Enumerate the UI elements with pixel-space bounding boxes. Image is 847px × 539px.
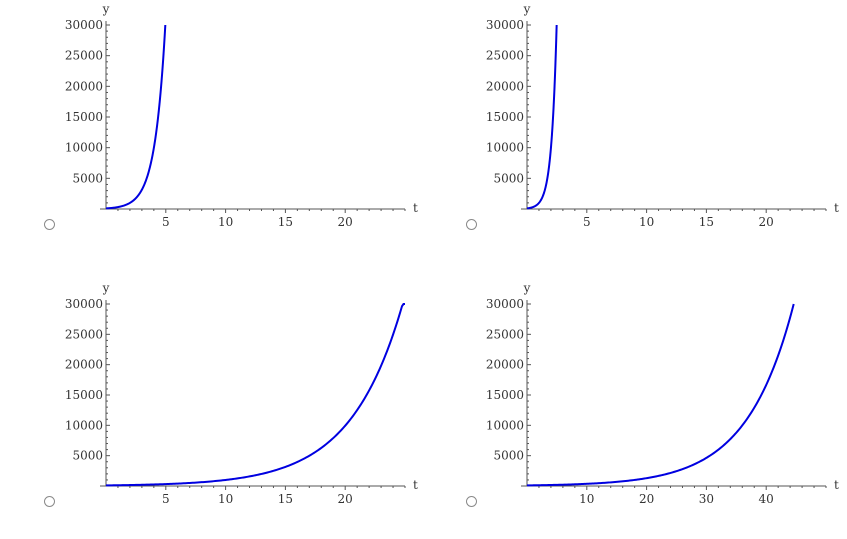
y-tick-label: 10000: [486, 418, 524, 432]
chart-4: 10 20 30 40 5000 10000 15000 20000 25000 30000 t y: [486, 281, 839, 506]
y-axis-title: y: [523, 2, 531, 16]
y-tick-label: 20000: [486, 358, 524, 372]
y-tick-label: 15000: [486, 388, 524, 402]
y-tick-label: 25000: [65, 327, 103, 341]
y-axis-title: y: [102, 2, 110, 16]
y-tick-label: 5000: [72, 449, 103, 463]
x-axis-title: t: [413, 201, 418, 215]
chart-2: 5 10 15 20 5000 10000 15000 20000 25000 30000 t y: [486, 2, 839, 229]
chart-3: 5 10 15 20 5000 10000 15000 20000 25000 30000 t y: [65, 281, 418, 506]
chart-panel-4: 10 20 30 40 5000 10000 15000 20000 25000 30000 t y: [421, 277, 841, 539]
x-tick-label: 15: [278, 492, 293, 506]
y-tick-label: 30000: [486, 297, 524, 311]
series-curve: [105, 303, 405, 487]
x-tick-label: 5: [583, 215, 591, 229]
x-tick-label: 5: [162, 215, 170, 229]
y-tick-label: 15000: [65, 388, 103, 402]
x-axis-title: t: [834, 478, 839, 492]
y-tick-label: 5000: [72, 171, 103, 185]
y-tick-label: 20000: [65, 79, 103, 93]
y-tick-label: 10000: [486, 141, 524, 155]
y-axis-title: y: [102, 281, 110, 295]
series-curve: [526, 303, 795, 487]
y-tick-label: 15000: [65, 110, 103, 124]
x-axis-title: t: [413, 478, 418, 492]
answer-radio-2[interactable]: [466, 219, 477, 230]
y-tick-label: 15000: [486, 110, 524, 124]
y-tick-label: 30000: [65, 297, 103, 311]
x-tick-label: 20: [759, 215, 774, 229]
y-axis-title: y: [523, 281, 531, 295]
y-tick-label: 25000: [486, 327, 524, 341]
chart-panel-3: 5 10 15 20 5000 10000 15000 20000 25000 30000 t y: [0, 277, 420, 539]
y-tick-label: 10000: [65, 418, 103, 432]
y-tick-label: 20000: [65, 358, 103, 372]
y-tick-label: 30000: [486, 18, 524, 32]
x-tick-label: 20: [639, 492, 654, 506]
x-tick-label: 10: [218, 215, 233, 229]
x-tick-label: 30: [699, 492, 714, 506]
x-tick-label: 20: [338, 215, 353, 229]
x-tick-label: 10: [639, 215, 654, 229]
x-tick-label: 15: [278, 215, 293, 229]
y-tick-label: 20000: [486, 79, 524, 93]
x-axis-title: t: [834, 201, 839, 215]
y-tick-label: 10000: [65, 141, 103, 155]
x-tick-label: 10: [579, 492, 594, 506]
answer-radio-3[interactable]: [44, 496, 55, 507]
y-tick-label: 5000: [493, 171, 524, 185]
y-tick-label: 30000: [65, 18, 103, 32]
answer-radio-4[interactable]: [466, 496, 477, 507]
series-curve: [526, 24, 558, 210]
y-tick-label: 25000: [486, 49, 524, 63]
x-tick-label: 15: [699, 215, 714, 229]
x-tick-label: 5: [162, 492, 170, 506]
chart-panel-1: 5 10 15 20 5000 10000 15000 20000 25000 30000 t y: [0, 0, 420, 262]
x-tick-label: 20: [338, 492, 353, 506]
chart-1: 5 10 15 20 5000 10000 15000 20000 25000 30000 t y: [65, 2, 418, 229]
chart-panel-2: 5 10 15 20 5000 10000 15000 20000 25000 30000 t y: [421, 0, 841, 262]
x-tick-label: 40: [759, 492, 774, 506]
y-tick-label: 25000: [65, 49, 103, 63]
series-curve: [105, 24, 167, 210]
y-tick-label: 5000: [493, 449, 524, 463]
answer-radio-1[interactable]: [44, 219, 55, 230]
x-tick-label: 10: [218, 492, 233, 506]
